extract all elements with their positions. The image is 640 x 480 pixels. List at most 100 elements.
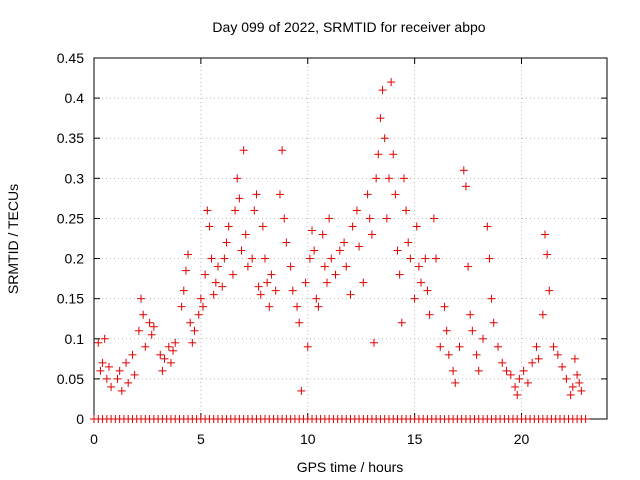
data-point	[188, 338, 197, 347]
data-point	[145, 318, 154, 327]
x-tick-label: 5	[197, 431, 205, 447]
data-point	[181, 266, 190, 275]
data-point	[523, 378, 532, 387]
data-point	[322, 278, 331, 287]
data-point	[241, 230, 250, 239]
data-point	[303, 342, 312, 351]
data-point	[278, 146, 287, 155]
data-point	[573, 370, 582, 379]
data-point	[532, 342, 541, 351]
data-point	[374, 150, 383, 159]
data-point	[370, 338, 379, 347]
data-point	[406, 254, 415, 263]
data-point	[267, 270, 276, 279]
data-point	[498, 358, 507, 367]
data-point	[372, 174, 381, 183]
data-point	[577, 386, 586, 395]
data-point	[399, 174, 408, 183]
y-tick-label: 0.45	[57, 50, 84, 66]
data-point	[258, 222, 267, 231]
data-point	[263, 278, 272, 287]
data-point	[543, 250, 552, 259]
data-point	[449, 366, 458, 375]
data-point	[248, 254, 257, 263]
data-point	[199, 302, 208, 311]
data-point	[429, 214, 438, 223]
data-point	[395, 270, 404, 279]
axis-ticks: 0 0.05 0.1 0.15 0.2 0.25 0.3 0.35 0.4 0.45 0 5 10 15 2…	[57, 50, 607, 447]
data-point	[224, 222, 233, 231]
x-tick-label: 15	[407, 431, 423, 447]
data-point	[566, 390, 575, 399]
data-point	[318, 230, 327, 239]
data-point	[538, 310, 547, 319]
data-point	[228, 270, 237, 279]
data-point	[575, 378, 584, 387]
data-point	[365, 214, 374, 223]
data-point	[209, 290, 218, 299]
data-point	[275, 190, 284, 199]
data-point	[184, 250, 193, 259]
data-point	[160, 354, 169, 363]
data-point	[301, 278, 310, 287]
data-point	[213, 262, 222, 271]
data-point	[513, 390, 522, 399]
data-point	[423, 286, 432, 295]
data-point	[205, 222, 214, 231]
y-tick-label: 0.25	[57, 210, 84, 226]
data-point	[389, 150, 398, 159]
data-point	[96, 366, 105, 375]
data-point	[265, 302, 274, 311]
data-point	[243, 262, 252, 271]
data-point	[325, 214, 334, 223]
data-point	[410, 294, 419, 303]
data-point	[515, 374, 524, 383]
data-point	[348, 222, 357, 231]
x-tick-label: 20	[514, 431, 530, 447]
data-point	[297, 386, 306, 395]
data-point	[363, 190, 372, 199]
x-tick-label: 0	[90, 431, 98, 447]
y-tick-label: 0.4	[65, 90, 85, 106]
data-point	[558, 362, 567, 371]
data-point	[412, 222, 421, 231]
y-tick-label: 0.15	[57, 291, 84, 307]
data-point	[528, 358, 537, 367]
data-point	[342, 262, 351, 271]
data-point	[164, 342, 173, 351]
data-point	[233, 174, 242, 183]
y-axis-label: SRMTID / TECUs	[5, 184, 21, 294]
data-point	[171, 338, 180, 347]
data-point	[102, 374, 111, 383]
data-point	[117, 386, 126, 395]
data-point	[421, 254, 430, 263]
data-point	[201, 270, 210, 279]
y-tick-label: 0.2	[65, 251, 85, 267]
data-point	[378, 86, 387, 95]
data-point	[387, 78, 396, 87]
data-point	[115, 366, 124, 375]
data-point	[444, 350, 453, 359]
data-point	[461, 182, 470, 191]
data-point	[166, 358, 175, 367]
data-point	[310, 246, 319, 255]
data-point	[545, 286, 554, 295]
data-point	[139, 310, 148, 319]
data-point	[177, 302, 186, 311]
data-point	[254, 282, 263, 291]
data-point	[479, 334, 488, 343]
data-point	[340, 238, 349, 247]
y-tick-label: 0.1	[65, 331, 85, 347]
data-points	[90, 78, 590, 423]
data-point	[220, 254, 229, 263]
data-point	[261, 254, 269, 263]
data-point	[393, 246, 402, 255]
data-point	[141, 342, 150, 351]
data-point	[506, 370, 515, 379]
data-point	[414, 262, 423, 271]
data-point	[367, 230, 376, 239]
data-point	[384, 174, 393, 183]
y-tick-label: 0	[76, 411, 84, 427]
data-point	[455, 342, 464, 351]
